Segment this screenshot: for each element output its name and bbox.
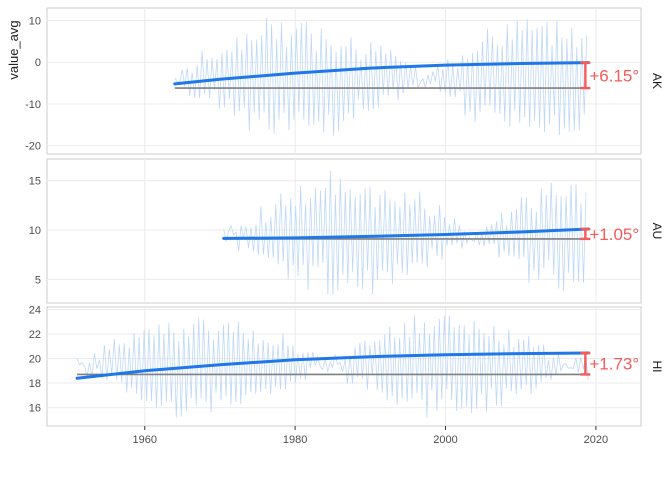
x-tick-label: 1980 [283,434,307,446]
x-tick-label: 1960 [133,434,157,446]
y-tick-label: -20 [25,141,41,153]
x-tick-label: 2020 [584,434,608,446]
facet-panel-ak: 10 0 -10 -20 +6.15° AK [25,7,664,155]
trend-line [75,351,590,380]
annotation-label: +1.05° [589,225,639,244]
y-tick-label: 15 [29,176,41,188]
facet-panel-hi: 24 22 20 18 16 +1.73° HI [29,304,664,427]
x-axis: 1960 1980 2000 2020 [133,426,608,446]
y-axis-title: value_avg [6,20,21,79]
y-tick-label: 24 [29,304,41,316]
y-tick-label: 22 [29,329,41,341]
y-tick-label: 5 [35,274,41,286]
panel-frame [46,7,642,155]
raw-series-line [223,171,587,295]
y-tick-label: 0 [35,57,41,69]
facet-strip-label: AU [650,223,664,240]
facet-strip-label: HI [650,361,664,373]
facet-panels: 10 0 -10 -20 +6.15° AK 15 10 5 +1.05° AU 24 22 20 18 16… [25,7,664,427]
y-tick-label: 18 [29,378,41,390]
y-tick-label: 20 [29,354,41,366]
facet-panel-au: 15 10 5 +1.05° AU [29,158,664,304]
y-tick-label: 16 [29,403,41,415]
y-tick-label: -10 [25,99,41,111]
facet-strip-label: AK [650,73,664,89]
trend-line [222,227,590,240]
raw-series-line [76,315,589,419]
y-tick-label: 10 [29,225,41,237]
x-tick-label: 2000 [433,434,457,446]
annotation-label: +1.73° [589,355,639,374]
y-tick-label: 10 [29,16,41,28]
trend-line [173,61,590,86]
annotation-label: +6.15° [589,66,639,85]
